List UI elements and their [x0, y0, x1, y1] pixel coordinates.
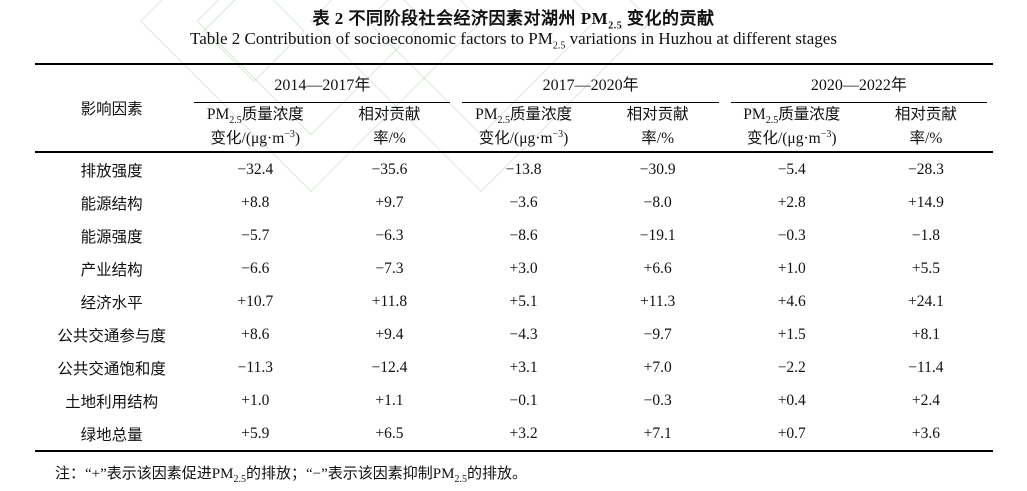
value-cell: +4.6 [777, 292, 806, 310]
value-cell: −9.7 [643, 325, 672, 343]
factor-label: 公共交通参与度 [57, 327, 166, 345]
value-cell: +3.2 [509, 424, 538, 442]
value-cell: −5.7 [241, 226, 270, 244]
table-row: 排放强度 −32.4 −35.6 −13.8 −30.9 −5.4 −28.3 [35, 152, 993, 186]
period-label: 2017—2020年 [462, 65, 719, 103]
value-cell: −0.3 [777, 226, 806, 244]
value-cell: +5.9 [241, 424, 270, 442]
period-label: 2020—2022年 [730, 65, 987, 103]
subheader-contribution: 相对贡献 率/% [358, 106, 421, 148]
factor-label: 排放强度 [80, 162, 143, 180]
factor-label: 公共交通饱和度 [57, 360, 166, 378]
table-row: 公共交通饱和度 −11.3 −12.4 +3.1 +7.0 −2.2 −11.4 [35, 351, 993, 384]
table-title-en: Table 2 Contribution of socioeconomic fa… [190, 29, 837, 52]
value-cell: +3.0 [509, 259, 538, 277]
factor-label: 能源强度 [80, 228, 143, 246]
subheader-contribution: 相对贡献 率/% [894, 106, 957, 148]
value-cell: −2.2 [777, 358, 806, 376]
value-cell: +11.8 [371, 292, 408, 310]
period-label: 2014—2017年 [194, 65, 451, 103]
value-cell: −0.3 [643, 391, 672, 409]
value-cell: −5.4 [777, 160, 806, 178]
value-cell: +24.1 [907, 292, 944, 310]
value-cell: −7.3 [375, 259, 404, 277]
value-cell: +8.1 [911, 325, 940, 343]
table-row: 产业结构 −6.6 −7.3 +3.0 +6.6 +1.0 +5.5 [35, 252, 993, 285]
factor-label: 绿地总量 [80, 426, 143, 444]
value-cell: −1.8 [911, 226, 940, 244]
table-header: 影响因素 2014—2017年 2017—2020年 2020—2022年 PM… [35, 64, 993, 153]
value-cell: +2.4 [911, 391, 940, 409]
table-row: 公共交通参与度 +8.6 +9.4 −4.3 −9.7 +1.5 +8.1 [35, 318, 993, 351]
value-cell: −6.3 [375, 226, 404, 244]
value-cell: −6.6 [241, 259, 270, 277]
period-header-2020-2022: 2020—2022年 [725, 64, 993, 103]
period-header-row: 影响因素 2014—2017年 2017—2020年 2020—2022年 [35, 64, 993, 118]
value-cell: −8.6 [509, 226, 538, 244]
value-cell: −28.3 [907, 160, 944, 178]
value-cell: +14.9 [907, 193, 944, 211]
value-cell: +5.1 [509, 292, 538, 310]
factor-label: 产业结构 [80, 261, 143, 279]
value-cell: +8.6 [241, 325, 270, 343]
table-title-zh: 表 2 不同阶段社会经济因素对湖州 PM2.5 变化的贡献 [312, 9, 715, 32]
factor-label: 土地利用结构 [65, 393, 159, 411]
stub-header: 影响因素 [80, 101, 143, 119]
value-cell: −19.1 [639, 226, 676, 244]
table-row: 经济水平 +10.7 +11.8 +5.1 +11.3 +4.6 +24.1 [35, 285, 993, 318]
value-cell: +5.5 [911, 259, 940, 277]
value-cell: +9.7 [375, 193, 404, 211]
value-cell: +1.5 [777, 325, 806, 343]
value-cell: +2.8 [777, 193, 806, 211]
value-cell: +0.7 [777, 424, 806, 442]
period-header-2017-2020: 2017—2020年 [456, 64, 724, 103]
value-cell: −35.6 [371, 160, 408, 178]
value-cell: +10.7 [237, 292, 274, 310]
value-cell: −0.1 [509, 391, 538, 409]
value-cell: −4.3 [509, 325, 538, 343]
subheader-concentration: PM2.5质量浓度 变化/(μg·m−3) [743, 106, 841, 148]
table-body: 排放强度 −32.4 −35.6 −13.8 −30.9 −5.4 −28.3 … [35, 152, 993, 452]
value-cell: +11.3 [640, 292, 676, 310]
value-cell: +3.6 [911, 424, 940, 442]
value-cell: +3.1 [509, 358, 538, 376]
value-cell: −30.9 [639, 160, 676, 178]
value-cell: +9.4 [375, 325, 404, 343]
table-row: 能源结构 +8.8 +9.7 −3.6 −8.0 +2.8 +14.9 [35, 186, 993, 219]
value-cell: −8.0 [643, 193, 672, 211]
value-cell: +1.0 [241, 391, 270, 409]
value-cell: +8.8 [241, 193, 270, 211]
subheader-concentration: PM2.5质量浓度 变化/(μg·m−3) [206, 106, 304, 148]
value-cell: +7.1 [643, 424, 672, 442]
table-row: 土地利用结构 +1.0 +1.1 −0.1 −0.3 +0.4 +2.4 [35, 384, 993, 417]
value-cell: −11.4 [908, 358, 944, 376]
value-cell: +0.4 [777, 391, 806, 409]
factor-label: 能源结构 [80, 195, 143, 213]
value-cell: −12.4 [371, 358, 408, 376]
value-cell: +7.0 [643, 358, 672, 376]
value-cell: −11.3 [237, 358, 273, 376]
value-cell: +1.1 [375, 391, 404, 409]
table-row: 能源强度 −5.7 −6.3 −8.6 −19.1 −0.3 −1.8 [35, 219, 993, 252]
subcolumn-header-row: PM2.5质量浓度 变化/(μg·m−3) 相对贡献 率/% PM2.5质量浓度… [35, 103, 993, 152]
value-cell: +6.5 [375, 424, 404, 442]
subheader-contribution: 相对贡献 率/% [626, 106, 689, 148]
subheader-concentration: PM2.5质量浓度 变化/(μg·m−3) [475, 106, 572, 148]
value-cell: +6.6 [643, 259, 672, 277]
value-cell: −32.4 [237, 160, 274, 178]
contribution-table: 影响因素 2014—2017年 2017—2020年 2020—2022年 PM… [35, 63, 993, 452]
value-cell: −13.8 [505, 160, 542, 178]
value-cell: +1.0 [777, 259, 806, 277]
table-footnote: 注：“+”表示该因素促进PM2.5的排放；“−”表示该因素抑制PM2.5的排放。 [55, 466, 527, 485]
period-header-2014-2017: 2014—2017年 [188, 64, 456, 103]
factor-label: 经济水平 [80, 294, 143, 312]
table-row: 绿地总量 +5.9 +6.5 +3.2 +7.1 +0.7 +3.6 [35, 417, 993, 451]
value-cell: −3.6 [509, 193, 538, 211]
